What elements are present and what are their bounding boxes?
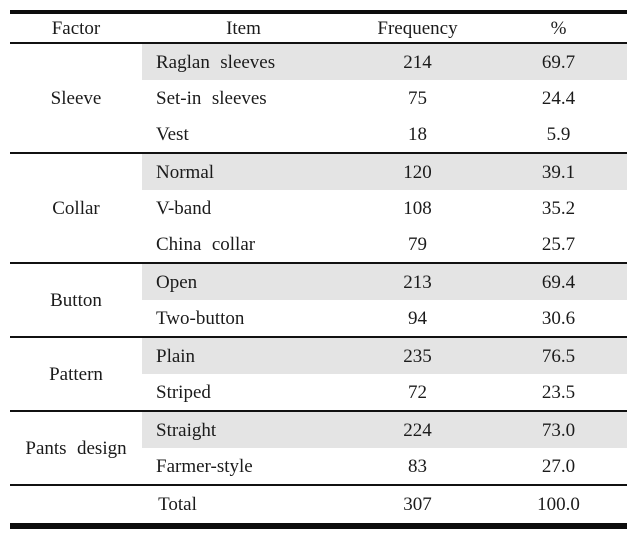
table-row-raglan-sleeves: Sleeve Raglan sleeves 214 69.7 bbox=[10, 42, 627, 153]
table-row-striped: Striped 72 23.5 bbox=[10, 374, 627, 411]
frequency-table: Factor Item Frequency % Sleeve Raglan sle… bbox=[10, 10, 627, 529]
factor-cell-collar: Collar bbox=[10, 152, 142, 263]
frequency-cell: 18 bbox=[408, 123, 427, 145]
frequency-cell: 224 bbox=[345, 410, 490, 448]
percent-cell: 69.4 bbox=[490, 262, 627, 300]
factor-cell-button: Button bbox=[10, 262, 142, 337]
item-cell-open: Open bbox=[142, 262, 345, 300]
percent-cell: 24.4 bbox=[541, 87, 576, 109]
frequency-cell: 120 bbox=[345, 152, 490, 190]
factor-cell-sleeve: Sleeve bbox=[10, 42, 142, 153]
frequency-table-container: Factor Item Frequency % Sleeve Raglan sle… bbox=[10, 10, 627, 529]
frequency-cell: 213 bbox=[345, 262, 490, 300]
frequency-cell: 108 bbox=[403, 197, 432, 219]
factor-cell-pants-design: Pants design bbox=[10, 410, 142, 485]
percent-cell: 39.1 bbox=[490, 152, 627, 190]
item-cell-china-collar: China collar bbox=[156, 233, 256, 255]
column-header-frequency: Frequency bbox=[345, 12, 490, 44]
item-cell-normal: Normal bbox=[142, 152, 345, 190]
item-cell-v-band: V-band bbox=[156, 197, 212, 219]
frequency-cell: 214 bbox=[345, 42, 490, 80]
item-cell-vest: Vest bbox=[156, 123, 189, 145]
total-frequency: 307 bbox=[345, 484, 490, 526]
frequency-cell: 72 bbox=[408, 381, 427, 403]
frequency-cell: 235 bbox=[345, 336, 490, 374]
frequency-cell: 94 bbox=[408, 307, 427, 329]
table-row-two-button: Two-button 94 30.6 bbox=[10, 300, 627, 337]
column-header-item: Item bbox=[142, 12, 345, 44]
item-cell-farmer-style: Farmer-style bbox=[156, 455, 253, 477]
percent-cell: 5.9 bbox=[546, 123, 571, 145]
total-percent: 100.0 bbox=[490, 484, 627, 526]
table-row-normal: Collar Normal 120 39.1 bbox=[10, 152, 627, 263]
percent-cell: 73.0 bbox=[490, 410, 627, 448]
column-header-percent: % bbox=[490, 12, 627, 44]
table-row-china-collar: China collar 79 25.7 bbox=[10, 226, 627, 263]
table-header: Factor Item Frequency % bbox=[10, 12, 627, 44]
item-cell-set-in-sleeves: Set-in sleeves bbox=[156, 87, 267, 109]
item-cell-straight: Straight bbox=[142, 410, 345, 448]
item-cell-plain: Plain bbox=[142, 336, 345, 374]
table-row-straight: Pants design Straight 224 73.0 bbox=[10, 410, 627, 485]
frequency-cell: 79 bbox=[408, 233, 427, 255]
item-cell-striped: Striped bbox=[156, 381, 211, 403]
item-cell-raglan-sleeves: Raglan sleeves bbox=[142, 42, 345, 80]
table-footer: Total 307 100.0 bbox=[10, 484, 627, 526]
table-row-set-in-sleeves: Set-in sleeves 75 24.4 bbox=[10, 80, 627, 116]
column-header-factor: Factor bbox=[10, 12, 142, 44]
frequency-cell: 83 bbox=[408, 455, 427, 477]
table-row-farmer-style: Farmer-style 83 27.0 bbox=[10, 448, 627, 485]
item-cell-two-button: Two-button bbox=[156, 307, 245, 329]
percent-cell: 35.2 bbox=[541, 197, 576, 219]
percent-cell: 30.6 bbox=[541, 307, 576, 329]
table-body: Sleeve Raglan sleeves 214 69.7 Set-in sleeve… bbox=[10, 42, 627, 485]
percent-cell: 69.7 bbox=[490, 42, 627, 80]
percent-cell: 76.5 bbox=[490, 336, 627, 374]
table-row-plain: Pattern Plain 235 76.5 bbox=[10, 336, 627, 411]
percent-cell: 25.7 bbox=[541, 233, 576, 255]
table-row-vest: Vest 18 5.9 bbox=[10, 116, 627, 153]
factor-cell-pattern: Pattern bbox=[10, 336, 142, 411]
table-row-v-band: V-band 108 35.2 bbox=[10, 190, 627, 226]
frequency-cell: 75 bbox=[408, 87, 427, 109]
total-label: Total bbox=[10, 484, 345, 526]
table-row-open: Button Open 213 69.4 bbox=[10, 262, 627, 337]
percent-cell: 23.5 bbox=[541, 381, 576, 403]
percent-cell: 27.0 bbox=[541, 455, 576, 477]
total-row: Total 307 100.0 bbox=[10, 484, 627, 526]
header-row: Factor Item Frequency % bbox=[10, 12, 627, 44]
